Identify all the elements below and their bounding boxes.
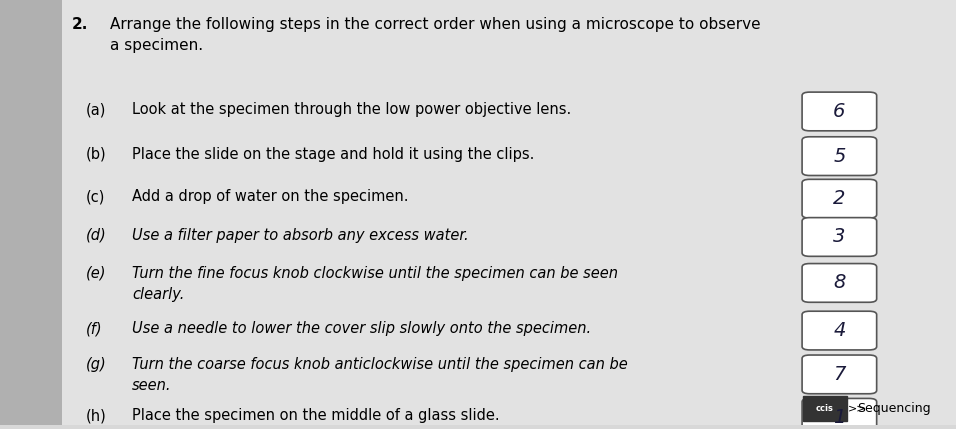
- Text: Turn the coarse focus knob anticlockwise until the specimen can be
seen.: Turn the coarse focus knob anticlockwise…: [132, 357, 628, 393]
- Text: Use a needle to lower the cover slip slowly onto the specimen.: Use a needle to lower the cover slip slo…: [132, 321, 591, 336]
- FancyBboxPatch shape: [802, 311, 877, 350]
- FancyBboxPatch shape: [802, 355, 877, 394]
- Text: (g): (g): [86, 357, 107, 372]
- Text: 7: 7: [834, 365, 845, 384]
- Text: (d): (d): [86, 228, 107, 243]
- FancyBboxPatch shape: [802, 137, 877, 175]
- Text: (b): (b): [86, 147, 107, 162]
- Text: Sequencing: Sequencing: [858, 402, 931, 415]
- Text: 8: 8: [834, 273, 845, 293]
- FancyBboxPatch shape: [802, 179, 877, 218]
- Text: 2.: 2.: [72, 17, 88, 32]
- Text: 5: 5: [834, 147, 845, 166]
- FancyBboxPatch shape: [802, 92, 877, 131]
- FancyBboxPatch shape: [0, 0, 62, 426]
- Text: Arrange the following steps in the correct order when using a microscope to obse: Arrange the following steps in the corre…: [110, 17, 761, 53]
- Text: Turn the fine focus knob clockwise until the specimen can be seen
clearly.: Turn the fine focus knob clockwise until…: [132, 266, 618, 302]
- FancyBboxPatch shape: [803, 396, 847, 421]
- Text: (h): (h): [86, 408, 107, 423]
- Text: 1: 1: [834, 408, 845, 427]
- FancyBboxPatch shape: [802, 399, 877, 429]
- Text: Add a drop of water on the specimen.: Add a drop of water on the specimen.: [132, 189, 408, 204]
- Text: 2: 2: [834, 189, 845, 208]
- Text: (e): (e): [86, 266, 106, 281]
- Text: 3: 3: [834, 227, 845, 247]
- Text: Place the slide on the stage and hold it using the clips.: Place the slide on the stage and hold it…: [132, 147, 534, 162]
- Text: Look at the specimen through the low power objective lens.: Look at the specimen through the low pow…: [132, 102, 571, 117]
- FancyBboxPatch shape: [802, 263, 877, 302]
- Text: (c): (c): [86, 189, 105, 204]
- FancyBboxPatch shape: [62, 0, 956, 426]
- Text: ccis: ccis: [816, 405, 834, 414]
- Text: Place the specimen on the middle of a glass slide.: Place the specimen on the middle of a gl…: [132, 408, 500, 423]
- Text: 6: 6: [834, 102, 845, 121]
- Text: >>: >>: [848, 404, 866, 414]
- Text: (f): (f): [86, 321, 102, 336]
- Text: Use a filter paper to absorb any excess water.: Use a filter paper to absorb any excess …: [132, 228, 468, 243]
- Text: (a): (a): [86, 102, 106, 117]
- Text: 4: 4: [834, 321, 845, 340]
- FancyBboxPatch shape: [802, 218, 877, 257]
